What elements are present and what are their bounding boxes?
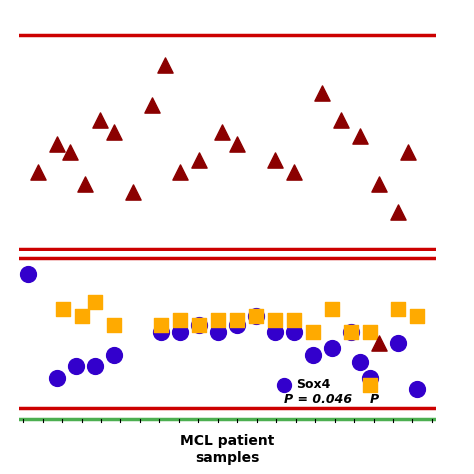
Point (91, 363, 99, 370)
Point (34, 168, 42, 176)
Point (72, 363, 80, 370)
Point (78, 312, 85, 319)
Point (129, 188, 137, 196)
Point (252, 312, 260, 319)
Text: P: P (370, 393, 379, 406)
Point (366, 374, 374, 382)
Point (394, 305, 402, 312)
Point (271, 156, 279, 164)
Point (356, 132, 364, 140)
Point (252, 312, 260, 319)
Point (328, 344, 336, 352)
Point (366, 381, 374, 389)
Text: P = 0.046: P = 0.046 (284, 393, 353, 406)
Point (290, 168, 298, 176)
Point (59, 305, 66, 312)
Point (53, 140, 61, 148)
Point (309, 351, 317, 359)
Point (375, 339, 383, 347)
Point (290, 317, 298, 324)
Point (347, 328, 355, 336)
Point (161, 61, 169, 69)
Point (413, 312, 421, 319)
Point (157, 328, 165, 336)
Point (25, 271, 32, 278)
Point (233, 317, 241, 324)
Point (319, 89, 326, 96)
Point (366, 328, 374, 336)
Point (394, 208, 402, 215)
Point (413, 385, 421, 393)
Point (195, 321, 203, 328)
Point (176, 168, 184, 176)
Point (233, 140, 241, 148)
Point (148, 101, 155, 109)
Text: Sox4: Sox4 (296, 378, 330, 391)
Point (281, 381, 288, 389)
Point (110, 321, 118, 328)
Point (53, 374, 61, 382)
Point (195, 321, 203, 328)
Point (176, 328, 184, 336)
Point (97, 117, 104, 124)
Text: MCL patient
samples: MCL patient samples (180, 434, 275, 465)
Point (394, 339, 402, 347)
Point (82, 180, 89, 188)
Point (347, 328, 355, 336)
Point (110, 351, 118, 359)
Point (271, 328, 279, 336)
Point (271, 317, 279, 324)
Point (328, 305, 336, 312)
Point (176, 317, 184, 324)
Point (233, 321, 241, 328)
Point (218, 128, 226, 136)
Point (214, 317, 222, 324)
Point (91, 298, 99, 306)
Point (66, 148, 74, 156)
Point (356, 358, 364, 365)
Point (110, 128, 118, 136)
Point (290, 328, 298, 336)
Point (375, 180, 383, 188)
Point (157, 321, 165, 328)
Point (195, 156, 203, 164)
Point (337, 117, 345, 124)
Point (404, 148, 411, 156)
Point (214, 328, 222, 336)
Point (309, 328, 317, 336)
